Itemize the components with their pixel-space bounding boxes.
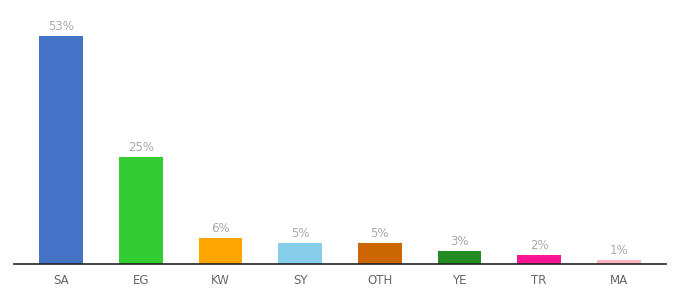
Bar bbox=[199, 238, 243, 264]
Text: 1%: 1% bbox=[609, 244, 628, 257]
Text: 25%: 25% bbox=[128, 141, 154, 154]
Bar bbox=[119, 157, 163, 264]
Bar bbox=[597, 260, 641, 264]
Text: 53%: 53% bbox=[48, 20, 74, 34]
Bar bbox=[517, 255, 561, 264]
Bar bbox=[358, 242, 402, 264]
Bar bbox=[437, 251, 481, 264]
Bar bbox=[278, 242, 322, 264]
Text: 3%: 3% bbox=[450, 235, 469, 248]
Text: 2%: 2% bbox=[530, 239, 548, 252]
Text: 5%: 5% bbox=[291, 226, 309, 239]
Text: 5%: 5% bbox=[371, 226, 389, 239]
Text: 6%: 6% bbox=[211, 222, 230, 235]
Bar bbox=[39, 37, 83, 264]
